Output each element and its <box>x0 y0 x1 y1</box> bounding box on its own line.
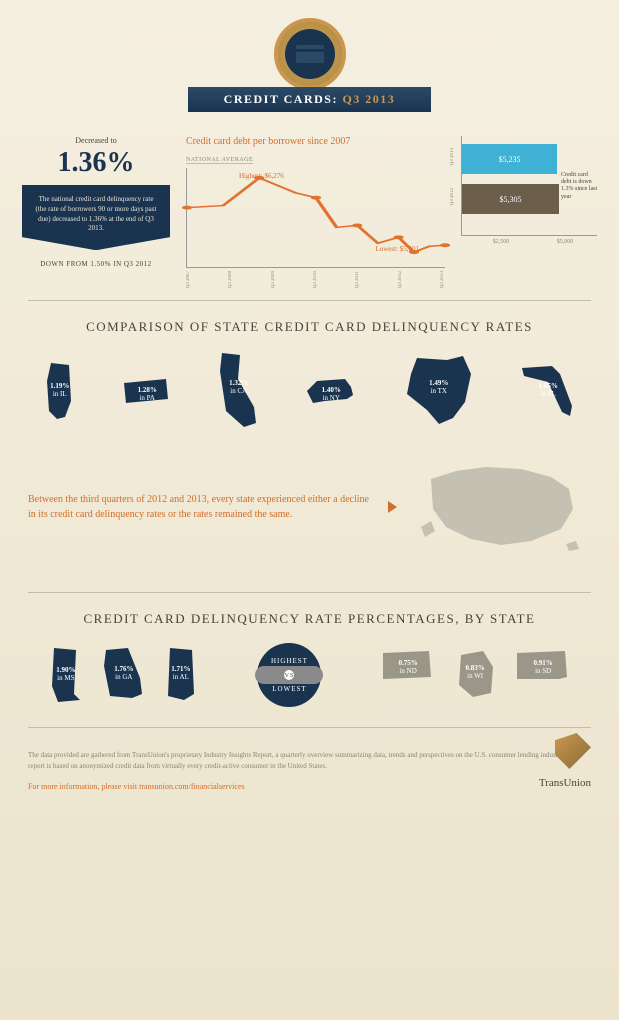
bar-y-2012: Q3 2012 <box>450 188 455 205</box>
bar-2013: $5,235 <box>462 144 557 174</box>
title-ribbon: CREDIT CARDS: Q3 2013 <box>188 87 432 112</box>
state-NY: 1.40%in NY <box>305 375 357 407</box>
bar-note: Credit card debt is down 1.3% since last… <box>561 172 599 201</box>
state-TX: 1.49%in TX <box>403 354 475 428</box>
footer-link: For more information, please visit trans… <box>28 781 591 793</box>
state-label-MS: 1.90%in MS <box>48 666 84 683</box>
comparison-title: COMPARISON OF STATE CREDIT CARD DELINQUE… <box>0 319 619 335</box>
state-label-FL: 1.65%in FL <box>520 382 576 399</box>
state-WI: 0.83%in WI <box>453 649 497 701</box>
state-label-AL: 1.71%in AL <box>164 665 198 682</box>
bar-y-2013: Q3 2013 <box>450 148 455 165</box>
hl-high-group: 1.90%in MS 1.76%in GA 1.71%in AL <box>48 646 198 704</box>
hl-low-group: 0.75%in ND 0.83%in WI 0.91%in SD <box>381 649 571 701</box>
bar-2012-value: $5,305 <box>500 195 522 204</box>
state-MS: 1.90%in MS <box>48 646 84 704</box>
decreased-label: Decreased to <box>22 136 170 145</box>
lowest-label: Lowest: $5,201 <box>375 245 419 253</box>
state-label-SD: 0.91%in SD <box>515 659 571 676</box>
bar-2012: $5,305 <box>462 184 559 214</box>
stat-box: Decreased to 1.36% The national credit c… <box>22 136 170 268</box>
big-percent: 1.36% <box>22 147 170 179</box>
line-chart-title: Credit card debt per borrower since 2007 <box>186 136 445 147</box>
us-map <box>411 449 591 564</box>
logo-text: TransUnion <box>539 775 591 792</box>
divider-3 <box>28 727 591 728</box>
divider <box>28 300 591 301</box>
line-chart-area: Highest: $6,276 Lowest: $5,201 <box>186 168 445 268</box>
hl-row: 1.90%in MS 1.76%in GA 1.71%in AL HIGHEST… <box>0 643 619 707</box>
state-label-NY: 1.40%in NY <box>305 386 357 403</box>
logo: TransUnion <box>539 733 591 791</box>
national-average-label: NATIONAL AVERAGE <box>186 157 253 164</box>
credit-card-icon <box>296 45 324 63</box>
triangle-icon <box>388 501 397 513</box>
line-chart: Credit card debt per borrower since 2007… <box>186 136 445 276</box>
bar-chart: $5,235 $5,305 Q3 2013 Q3 2012 Credit car… <box>461 136 597 276</box>
top-row: Decreased to 1.36% The national credit c… <box>0 112 619 292</box>
title-b: Q3 2013 <box>342 92 395 106</box>
note-text: Between the third quarters of 2012 and 2… <box>28 492 374 522</box>
vs-badge: HIGHEST VS LOWEST <box>257 643 321 707</box>
title-a: CREDIT CARDS: <box>224 92 338 106</box>
divider-2 <box>28 592 591 593</box>
state-label-PA: 1.28%in PA <box>122 386 172 403</box>
chevron-panel: The national credit card delinquency rat… <box>22 185 170 250</box>
down-from: DOWN FROM 1.50% IN Q3 2012 <box>22 260 170 268</box>
state-AL: 1.71%in AL <box>164 646 198 704</box>
states-row: 1.19%in IL 1.28%in PA 1.32%in CA 1.40%in… <box>0 351 619 431</box>
state-IL: 1.19%in IL <box>43 361 77 421</box>
chevron-text: The national credit card delinquency rat… <box>30 195 162 234</box>
us-map-svg <box>411 449 591 559</box>
bar-x-labels: $2,500 $5,000 <box>461 239 597 245</box>
state-label-IL: 1.19%in IL <box>43 382 77 399</box>
state-SD: 0.91%in SD <box>515 649 571 701</box>
note-row: Between the third quarters of 2012 and 2… <box>0 449 619 584</box>
state-ND: 0.75%in ND <box>381 649 435 701</box>
state-GA: 1.76%in GA <box>102 646 146 704</box>
vs-label: VS <box>285 673 295 679</box>
logo-mark-icon <box>555 733 591 769</box>
highest-label: Highest: $6,276 <box>239 172 284 180</box>
header: CREDIT CARDS: Q3 2013 <box>0 0 619 112</box>
state-CA: 1.32%in CA <box>218 351 260 431</box>
state-label-WI: 0.83%in WI <box>453 664 497 681</box>
state-label-TX: 1.49%in TX <box>403 379 475 396</box>
hl-title: CREDIT CARD DELINQUENCY RATE PERCENTAGES… <box>0 611 619 627</box>
bar-chart-area: $5,235 $5,305 Q3 2013 Q3 2012 Credit car… <box>461 136 597 236</box>
bar-x-0: $2,500 <box>493 239 510 245</box>
bar-2013-value: $5,235 <box>499 155 521 164</box>
state-FL: 1.65%in FL <box>520 362 576 420</box>
state-PA: 1.28%in PA <box>122 375 172 407</box>
bar-x-1: $5,000 <box>557 239 574 245</box>
footer-text: The data provided are gathered from Tran… <box>28 750 591 771</box>
badge-icon <box>274 18 346 90</box>
highest-label-badge: HIGHEST <box>271 657 308 665</box>
lowest-label-badge: LOWEST <box>272 685 306 693</box>
state-label-CA: 1.32%in CA <box>218 379 260 396</box>
x-axis-labels: Q3 2007Q3 2008Q3 2009Q3 2010Q3 2011Q3 20… <box>186 271 445 288</box>
footer: The data provided are gathered from Tran… <box>0 736 619 807</box>
state-label-ND: 0.75%in ND <box>381 659 435 676</box>
state-label-GA: 1.76%in GA <box>102 665 146 682</box>
